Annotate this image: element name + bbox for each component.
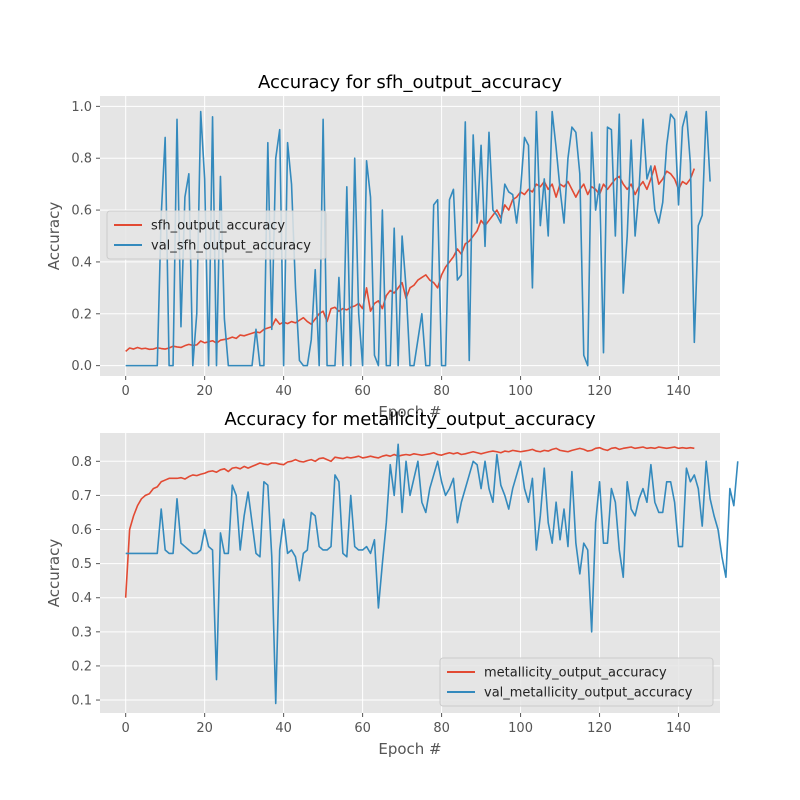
x-tick-label: 40 — [275, 721, 292, 736]
y-axis-label: Accuracy — [45, 202, 63, 271]
y-tick-label: 0.4 — [71, 591, 92, 606]
x-tick-label: 60 — [354, 384, 371, 399]
y-tick-label: 0.4 — [71, 255, 92, 270]
y-tick-label: 0.7 — [71, 489, 92, 504]
x-tick-label: 0 — [122, 721, 130, 736]
x-tick-label: 140 — [666, 384, 691, 399]
y-tick-label: 0.8 — [71, 152, 92, 167]
y-tick-label: 0.2 — [71, 659, 92, 674]
chart-1: 0 20 40 60 80 100 120 140 0.0 0.2 0.4 0.6 0.8 1.0 Epoc… — [45, 72, 720, 421]
legend-box — [106, 210, 327, 260]
x-tick-label: 40 — [275, 384, 292, 399]
chart-title: Accuracy for metallicity_output_accuracy — [224, 409, 596, 430]
x-tick-label: 20 — [196, 384, 213, 399]
x-axis-label: Epoch # — [378, 740, 441, 758]
y-tick-label: 0.6 — [71, 523, 92, 538]
y-tick-label: 0.1 — [71, 694, 92, 709]
x-tick-label: 60 — [354, 721, 371, 736]
x-axis-label: Epoch # — [378, 403, 441, 421]
series-line-2 — [125, 443, 739, 705]
y-tick-label: 1.0 — [71, 100, 92, 115]
chart-2: 0 20 40 60 80 100 120 140 0.1 0.2 0.3 0.4 0.5 0.6 0.7 0… — [45, 409, 739, 758]
x-tick-label: 140 — [666, 721, 691, 736]
y-tick-label: 0.3 — [71, 625, 92, 640]
y-tick-label: 0.0 — [71, 359, 92, 374]
legend: metallicity_output_accuracy val_metallici… — [439, 657, 714, 707]
legend-label: val_sfh_output_accuracy — [151, 239, 311, 254]
chart-title: Accuracy for sfh_output_accuracy — [258, 72, 562, 93]
x-tick-label: 120 — [587, 384, 612, 399]
x-tick-label: 0 — [122, 384, 130, 399]
x-tick-label: 120 — [587, 721, 612, 736]
x-tick-label: 80 — [433, 721, 450, 736]
y-tick-label: 0.8 — [71, 455, 92, 470]
y-axis-label: Accuracy — [45, 539, 63, 608]
series-line-1 — [124, 446, 695, 598]
x-tick-label: 100 — [508, 384, 533, 399]
y-tick-label: 0.2 — [71, 307, 92, 322]
x-tick-label: 20 — [196, 721, 213, 736]
legend-label: sfh_output_accuracy — [151, 219, 285, 234]
y-tick-label: 0.6 — [71, 204, 92, 219]
legend-label: metallicity_output_accuracy — [484, 666, 667, 681]
x-tick-label: 80 — [433, 384, 450, 399]
y-tick-label: 0.5 — [71, 557, 92, 572]
legend-box — [439, 657, 714, 707]
legend-label: val_metallicity_output_accuracy — [484, 686, 693, 701]
x-tick-label: 100 — [508, 721, 533, 736]
legend: sfh_output_accuracy val_sfh_output_accura… — [106, 210, 327, 260]
series-line-2 — [125, 110, 711, 367]
